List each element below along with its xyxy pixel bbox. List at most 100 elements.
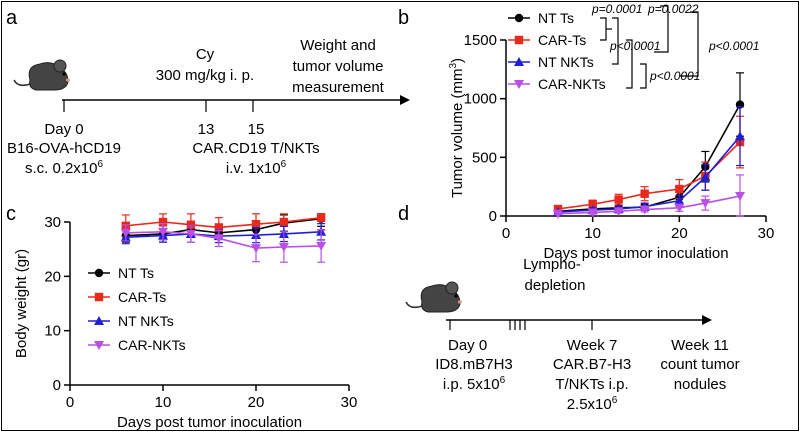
panel-label-a: a	[6, 7, 18, 29]
bracket-outer-1	[654, 5, 669, 53]
data-point-nt_nkts	[674, 195, 685, 205]
data-point-car_nkts	[639, 205, 650, 215]
lympho-line1: Lympho-	[523, 256, 581, 273]
series-line-nt_ts	[557, 104, 741, 213]
series-nt_ts	[553, 72, 745, 216]
legend-marker-car_ts	[94, 292, 104, 302]
x-tick-label: 20	[671, 225, 688, 242]
legend-label-car_nkts: CAR-NKTs	[538, 76, 606, 92]
bracket-ntnkts-carnkts	[640, 63, 647, 89]
tumor-dose-d: i.p. 5x106	[443, 375, 506, 393]
y-tick-label: 1000	[464, 91, 497, 108]
bracket-carts-carnkts	[626, 39, 633, 89]
legend-label-nt_nkts: NT NKTs	[118, 313, 174, 329]
tumor-volume-chart: 0 10 20 30 0 500 1000 1500 Days post tumor inocu…	[448, 32, 774, 262]
data-point-nt_nkts	[700, 172, 711, 182]
data-point-car_ts	[186, 220, 196, 229]
p-value-annotation: p<0.0001	[649, 69, 700, 83]
measure-line3: measurement	[292, 79, 385, 96]
data-point-car_nkts	[700, 199, 711, 209]
tumor-model-a: B16-OVA-hCD19	[7, 140, 121, 157]
data-point-car_nkts	[185, 229, 196, 239]
y-axis-label: Tumor volume (mm3)	[448, 58, 466, 198]
bracket-ntts-carts	[600, 17, 607, 41]
data-point-car_ts	[316, 213, 326, 222]
legend-marker-nt_ts	[514, 13, 524, 23]
x-axis-label: Days post tumor inoculation	[543, 245, 728, 262]
p-value-annotation: p<0.0001	[609, 39, 660, 53]
data-point-car_ts	[279, 217, 289, 227]
data-point-car_nkts	[587, 208, 598, 218]
data-point-car_nkts	[278, 242, 289, 252]
data-point-car_nkts	[251, 244, 261, 254]
y-axis-label-main: Tumor volume (mm	[449, 69, 466, 198]
y-tick-label: 10	[44, 323, 61, 340]
tumor-chart-legend: NT Ts CAR-Ts NT NKTs CAR-NKTs	[508, 10, 606, 92]
x-axis-label: Days post tumor inoculation	[117, 414, 302, 431]
data-point-car_nkts	[213, 234, 224, 244]
data-point-car_ts	[588, 200, 597, 209]
p-value-annotation: p=0.0022	[647, 2, 699, 16]
legend-marker-nt_nkts	[514, 57, 524, 66]
data-point-car_nkts	[613, 207, 624, 217]
outcome-line2: nodules	[674, 376, 727, 393]
legend-label-car_ts: CAR-Ts	[118, 289, 166, 305]
y-tick-label: 30	[44, 214, 61, 231]
series-car_nkts	[553, 174, 745, 219]
legend-marker-car_ts	[514, 35, 524, 45]
week7-label: Week 7	[567, 337, 618, 354]
y-axis-label-end: )	[449, 58, 466, 63]
data-point-car_ts	[675, 184, 684, 194]
y-tick-label: 0	[489, 208, 497, 225]
day0-label-d: Day 0	[448, 337, 487, 354]
legend-label-car_nkts: CAR-NKTs	[118, 337, 186, 353]
x-tick-label: 20	[248, 394, 265, 411]
lympho-line2: depletion	[525, 277, 586, 294]
x-tick-label: 30	[341, 394, 358, 411]
p-value-annotation: p<0.0001	[708, 39, 759, 53]
cells-route-d: T/NKTs i.p.	[555, 376, 628, 393]
cells-label-d: CAR.B7-H3	[553, 356, 631, 373]
timeline-d-arrow	[702, 315, 712, 325]
bracket-ntts-ntnkts	[612, 17, 619, 65]
week11-label: Week 11	[671, 337, 729, 354]
data-point-car_nkts	[553, 209, 563, 219]
measure-line1: Weight and	[300, 37, 376, 54]
x-tick-label: 10	[584, 225, 601, 242]
data-point-car_ts	[214, 223, 223, 232]
legend-label-nt_ts: NT Ts	[118, 265, 154, 281]
day13-label: 13	[198, 121, 215, 138]
mouse-icon-d	[405, 281, 462, 313]
cells-dose-a: i.v. 1x106	[226, 159, 287, 177]
y-tick-label: 20	[44, 268, 61, 285]
day0-label-a: Day 0	[44, 121, 83, 138]
series-nt_ts	[121, 213, 326, 243]
legend-marker-car_nkts	[94, 341, 104, 350]
data-point-car_nkts	[674, 203, 685, 213]
bracket-outer-2	[680, 11, 699, 77]
weight-chart-legend: NT Ts CAR-Ts NT NKTs CAR-NKTs	[88, 265, 186, 353]
data-point-car_nkts	[735, 192, 745, 202]
legend-label-nt_nkts: NT NKTs	[538, 54, 594, 70]
y-axis-label-sup: 3	[448, 63, 459, 69]
data-point-car_nkts	[316, 241, 327, 251]
series-car_nkts	[120, 223, 327, 263]
timeline-a-arrow	[400, 95, 410, 105]
p-value-annotation: p=0.0001	[591, 2, 642, 16]
body-weight-chart: 0 10 20 30 0 10 20 30 Days post tumor inoculatio…	[13, 213, 357, 431]
x-tick-label: 0	[66, 394, 74, 411]
cy-label: Cy	[196, 46, 215, 63]
series-nt_nkts	[553, 106, 745, 216]
y-tick-label: 0	[53, 377, 61, 394]
x-tick-label: 10	[155, 394, 172, 411]
data-point-car_ts	[158, 217, 168, 227]
data-point-car_ts	[251, 219, 261, 229]
legend-label-nt_ts: NT Ts	[538, 10, 574, 26]
data-point-car_ts	[614, 195, 623, 204]
outcome-line1: count tumor	[660, 356, 739, 373]
data-point-car_nkts	[158, 227, 168, 237]
data-point-car_nkts	[120, 228, 131, 238]
significance-annotations: p=0.0001 p=0.0022 p<0.0001 p<0.0001 p<0.0001	[591, 2, 759, 89]
